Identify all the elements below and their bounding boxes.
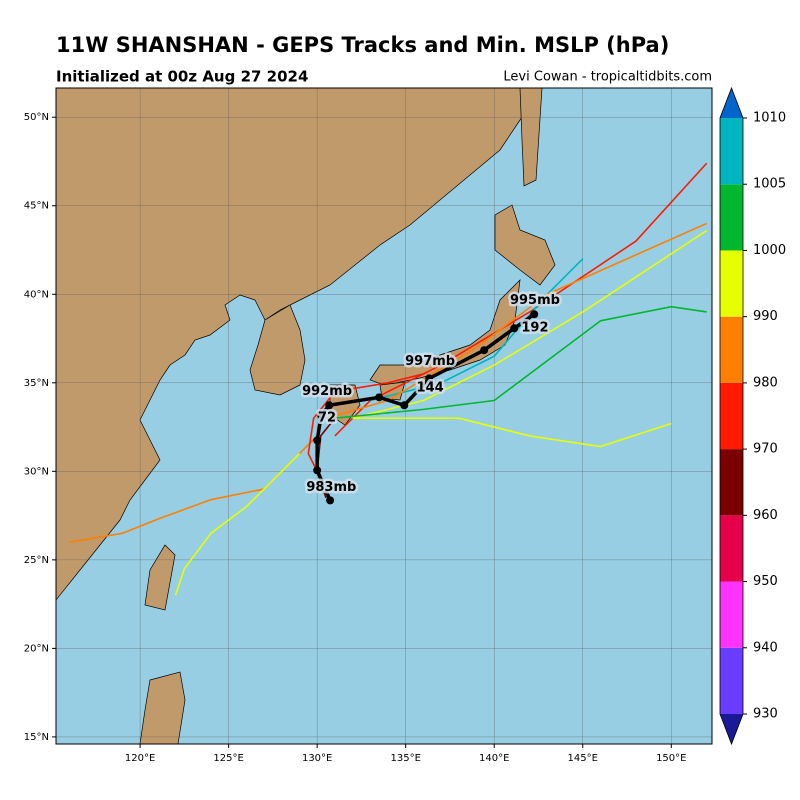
colorbar-over xyxy=(720,88,743,118)
colorbar-tick-label: 940 xyxy=(753,640,778,655)
member-track xyxy=(334,305,707,420)
mainland xyxy=(56,88,541,601)
y-tick-label: 30°N xyxy=(24,466,49,477)
mean-track-point xyxy=(425,374,434,383)
y-tick-label: 15°N xyxy=(24,732,49,743)
colorbar-segment xyxy=(720,449,743,516)
mean-track-point xyxy=(313,436,322,445)
taiwan xyxy=(144,544,176,611)
track-label: 72 xyxy=(318,411,336,426)
member-track xyxy=(352,417,672,448)
grid xyxy=(56,88,712,744)
member-track xyxy=(325,222,708,419)
colorbar-segment xyxy=(720,250,743,317)
colorbar-segment xyxy=(720,184,743,251)
korea xyxy=(249,304,306,396)
member-track xyxy=(334,162,708,437)
colorbar-segment xyxy=(720,515,743,582)
honshu xyxy=(369,279,521,386)
sakhalin xyxy=(519,88,543,187)
colorbar-segment xyxy=(720,316,743,383)
y-tick-label: 40°N xyxy=(24,289,49,300)
x-tick-label: 120°E xyxy=(125,753,155,764)
y-tick-label: 35°N xyxy=(24,378,49,389)
x-tick-label: 125°E xyxy=(213,753,243,764)
track-label: 983mb xyxy=(306,480,356,495)
y-tick-label: 50°N xyxy=(24,112,49,123)
tracks xyxy=(69,162,708,596)
colorbar-under xyxy=(720,714,743,744)
x-tick-label: 135°E xyxy=(390,753,420,764)
colorbar-segment xyxy=(720,581,743,648)
member-track xyxy=(307,373,424,490)
credit: Levi Cowan - tropicaltidbits.com xyxy=(503,70,712,85)
track-label: 192 xyxy=(521,320,548,335)
colorbar-segment xyxy=(720,647,743,714)
labels: 983mb 992mb 997mb 995mb 72 144 192 xyxy=(300,290,563,497)
colorbar-tick-label: 1005 xyxy=(753,177,786,192)
mean-track-point xyxy=(375,393,384,402)
y-tick-label: 25°N xyxy=(24,555,49,566)
colorbar-tick-label: 960 xyxy=(753,508,778,523)
luzon xyxy=(139,671,186,744)
colorbar-tick-label: 930 xyxy=(753,707,778,722)
y-tick-label: 45°N xyxy=(24,201,49,212)
x-tick-label: 130°E xyxy=(302,753,332,764)
member-track xyxy=(174,453,301,596)
x-tick-label: 150°E xyxy=(656,753,686,764)
track-label: 997mb xyxy=(405,354,455,369)
mean-track-point xyxy=(313,466,322,475)
axes: 120°E 125°E 130°E 135°E 140°E 145°E 150°E 15°N 2… xyxy=(24,112,687,764)
colorbar-tick-label: 970 xyxy=(753,442,778,457)
track-label: 144 xyxy=(417,381,444,396)
colorbar-tick-label: 1010 xyxy=(753,111,786,126)
y-tick-label: 20°N xyxy=(24,643,49,654)
mean-track-point xyxy=(400,401,409,410)
colorbar-segment xyxy=(720,118,743,185)
colorbar: 930 940 950 960 970 980 990 1000 1005 1010 xyxy=(719,86,786,746)
mean-track-point xyxy=(325,401,334,410)
x-tick-label: 145°E xyxy=(568,753,598,764)
x-tick-label: 140°E xyxy=(479,753,509,764)
subtitle: Initialized at 00z Aug 27 2024 xyxy=(56,68,308,86)
colorbar-tick-label: 980 xyxy=(753,375,778,390)
mean-track-point xyxy=(317,411,326,420)
mean-track-point xyxy=(510,324,519,333)
mean-track-point xyxy=(326,496,335,505)
colorbar-tick-label: 1000 xyxy=(753,243,786,258)
colorbar-tick-label: 990 xyxy=(753,309,778,324)
mean-track-point xyxy=(530,310,539,319)
colorbar-tick-label: 950 xyxy=(753,574,778,589)
hokkaido xyxy=(494,204,556,286)
colorbar-segment xyxy=(720,382,743,450)
track-label: 992mb xyxy=(302,384,352,399)
title: 11W SHANSHAN - GEPS Tracks and Min. MSLP… xyxy=(56,33,669,57)
map-frame xyxy=(55,87,713,745)
mean-track-point xyxy=(480,346,489,355)
member-track xyxy=(352,229,708,419)
track-label: 995mb xyxy=(510,293,560,308)
